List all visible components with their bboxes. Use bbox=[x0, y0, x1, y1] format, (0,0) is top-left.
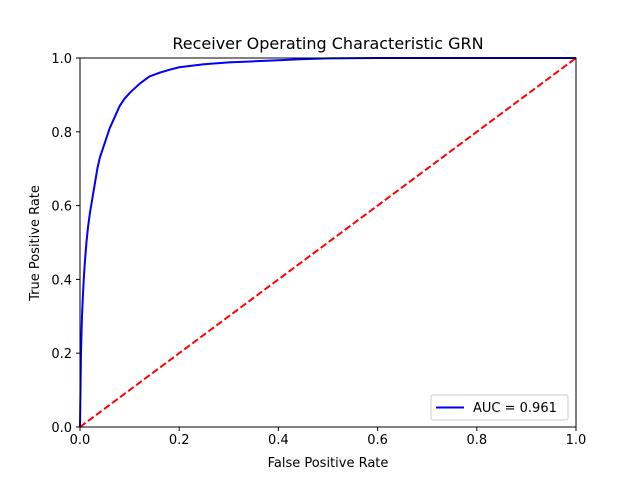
y-tick-label: 0.0 bbox=[51, 421, 72, 436]
y-tick-label: 0.6 bbox=[51, 200, 72, 215]
y-tick-label: 1.0 bbox=[51, 52, 72, 67]
x-tick-label: 0.2 bbox=[169, 433, 190, 448]
plot-frame bbox=[79, 57, 577, 428]
x-tick-label: 0.4 bbox=[268, 433, 289, 448]
x-tick-label: 0.0 bbox=[70, 433, 91, 448]
x-tick-label: 1.0 bbox=[566, 433, 587, 448]
x-axis: 0.0 0.2 0.4 0.6 0.8 1.0 bbox=[70, 427, 587, 448]
y-tick-label: 0.2 bbox=[51, 347, 72, 362]
legend-label-auc: AUC = 0.961 bbox=[473, 401, 557, 416]
y-axis: 0.0 0.2 0.4 0.6 0.8 1.0 bbox=[51, 52, 80, 436]
chance-diagonal-line bbox=[79, 57, 577, 428]
y-axis-label: True Positive Rate bbox=[28, 185, 43, 302]
x-axis-label: False Positive Rate bbox=[268, 456, 389, 471]
y-tick-label: 0.8 bbox=[51, 126, 72, 141]
legend-box bbox=[430, 394, 569, 421]
y-tick-label: 0.4 bbox=[51, 273, 72, 288]
legend: AUC = 0.961 bbox=[430, 394, 569, 421]
roc-curve-line bbox=[79, 57, 576, 428]
x-tick-label: 0.8 bbox=[466, 433, 487, 448]
chart-title: Receiver Operating Characteristic GRN bbox=[172, 34, 483, 53]
plot-area bbox=[79, 57, 577, 428]
x-tick-label: 0.6 bbox=[367, 433, 388, 448]
